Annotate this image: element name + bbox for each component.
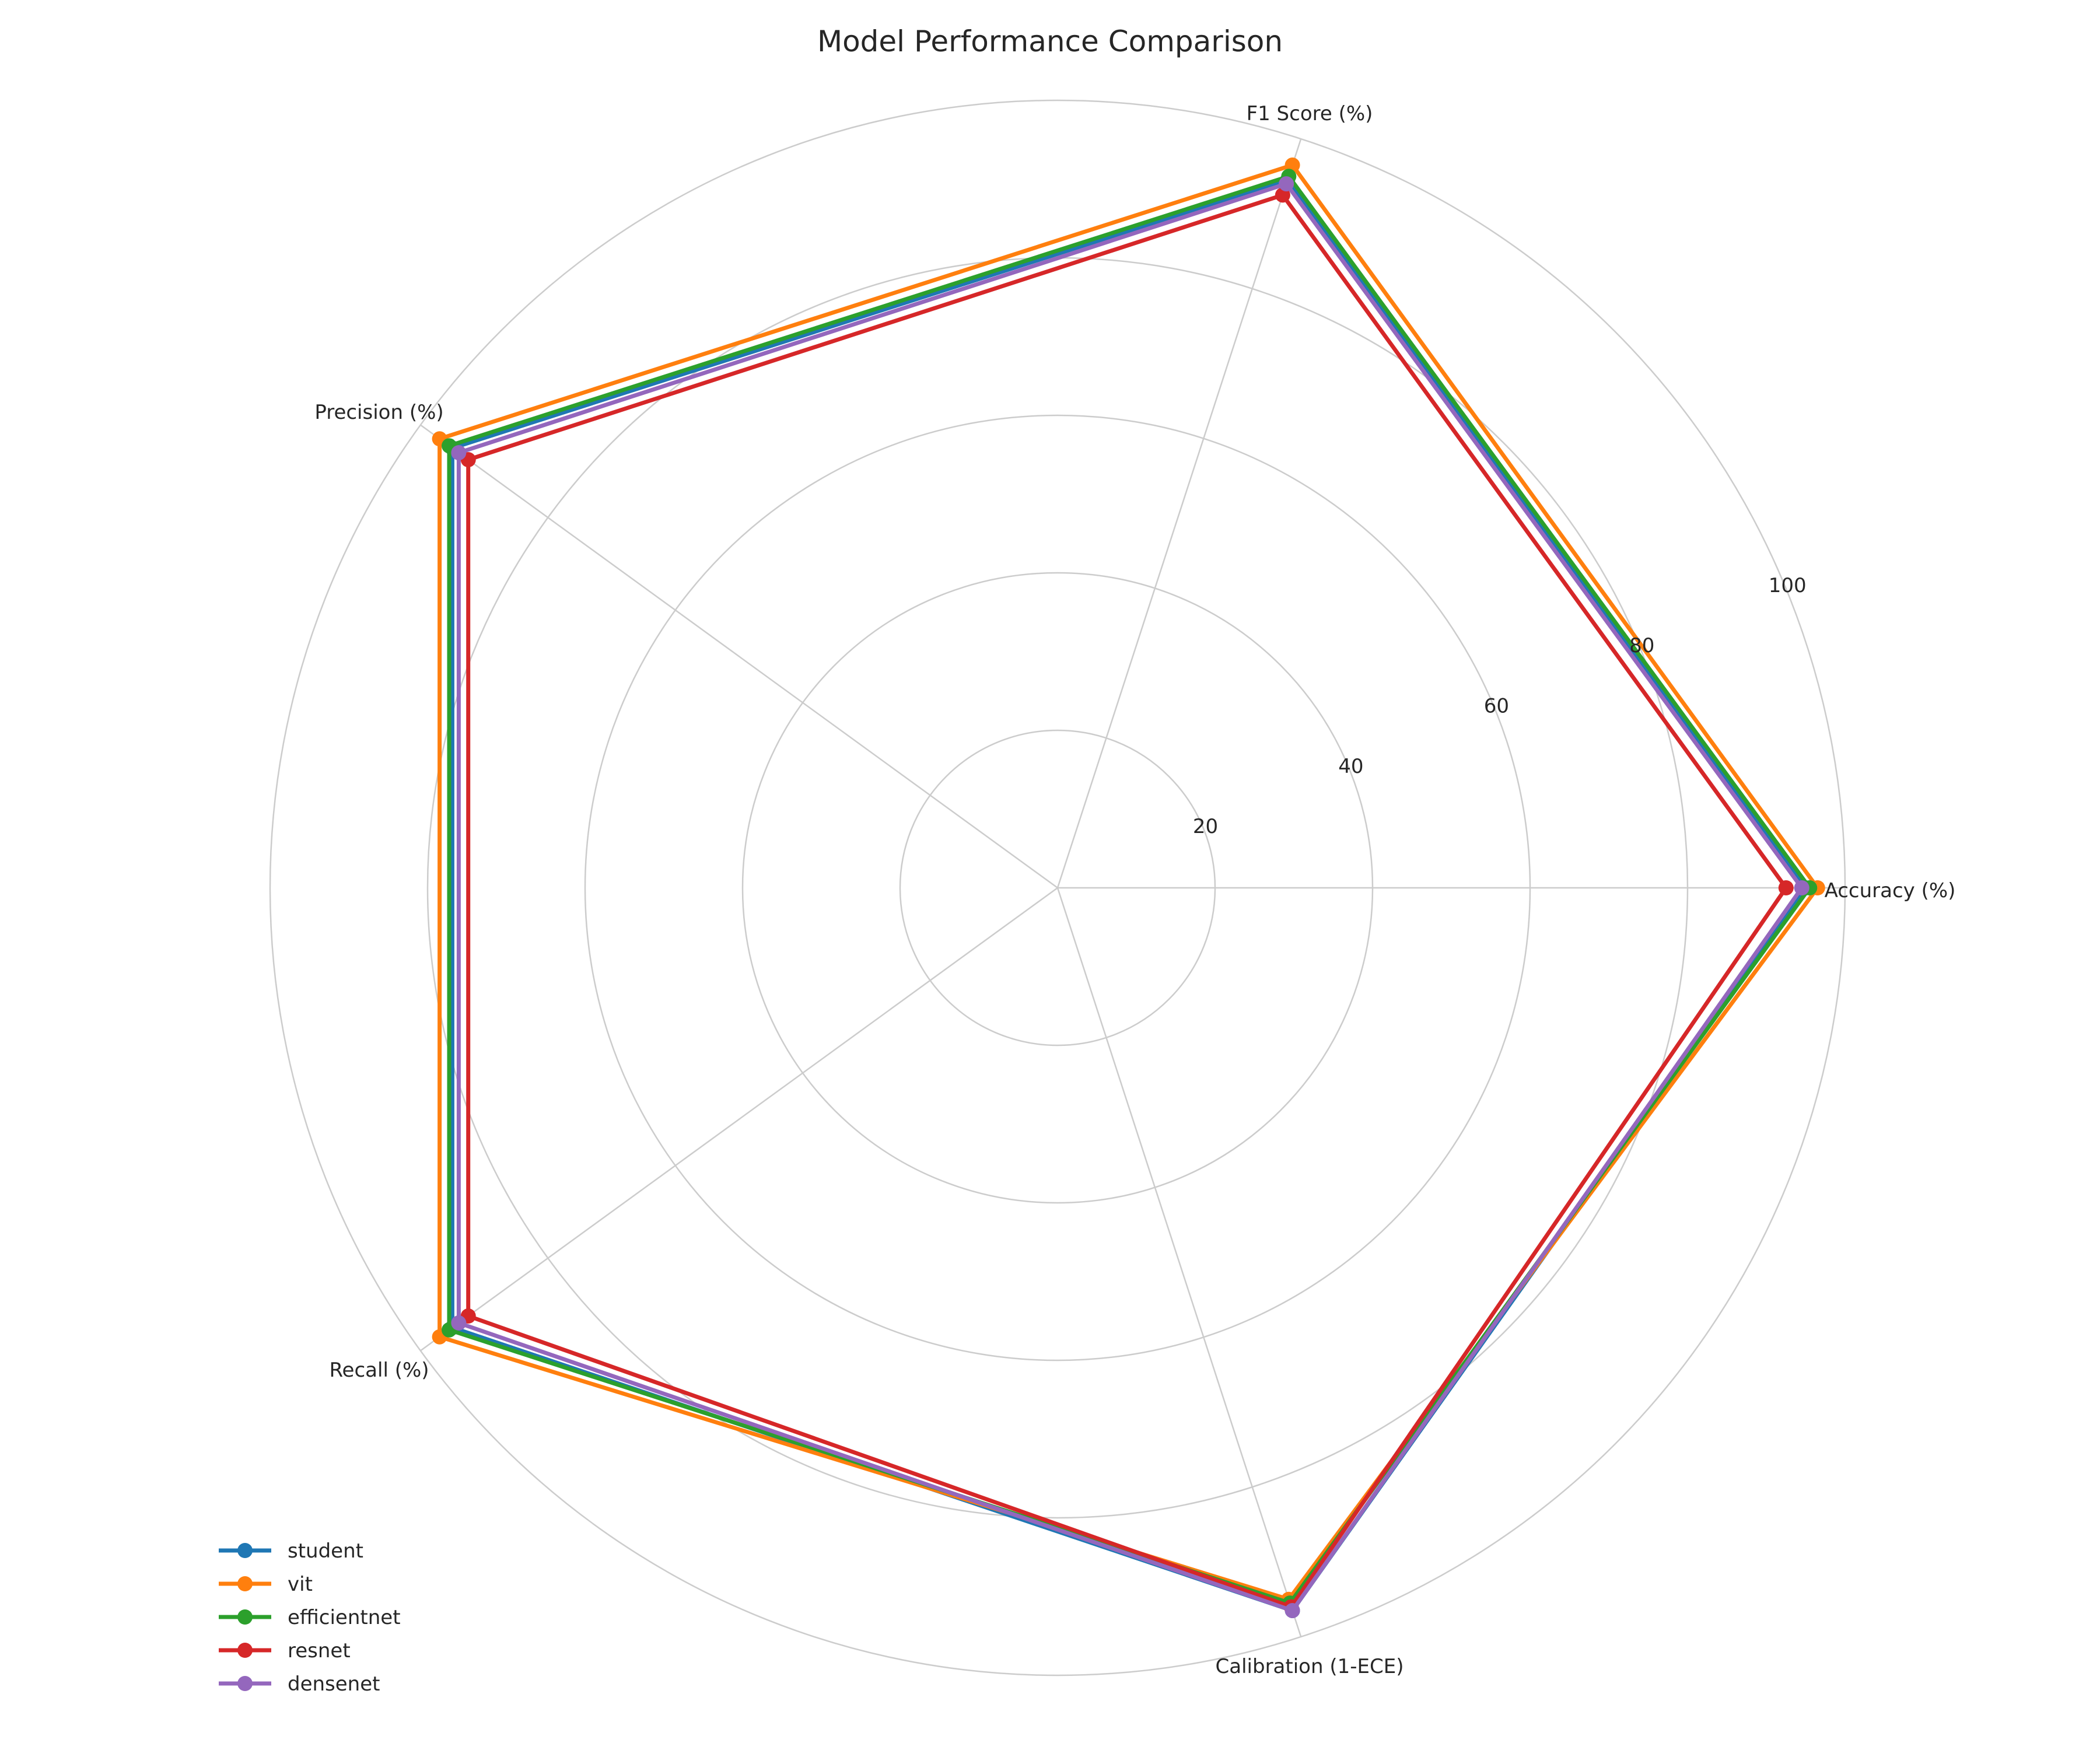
legend-item: student xyxy=(219,1539,363,1563)
legend-label: vit xyxy=(288,1573,313,1596)
axis-labels: Accuracy (%) F1 Score (%) Precision (%) Rec… xyxy=(314,102,1955,1678)
chart-title: Model Performance Comparison xyxy=(817,24,1283,58)
legend-item: vit xyxy=(219,1573,313,1596)
axis-label: Recall (%) xyxy=(329,1359,429,1382)
legend-item: densenet xyxy=(219,1672,380,1696)
axis-spoke xyxy=(1056,138,1302,888)
legend-label: student xyxy=(288,1539,363,1563)
series-densenet xyxy=(451,176,1810,1618)
radial-tick-label: 100 xyxy=(1769,574,1807,597)
data-point xyxy=(1794,880,1810,895)
axis-spoke xyxy=(420,424,1058,889)
data-point xyxy=(451,1315,467,1331)
legend-item: resnet xyxy=(219,1639,351,1662)
data-point xyxy=(451,445,467,461)
data-point xyxy=(1284,1602,1300,1618)
axis-label: Precision (%) xyxy=(314,401,443,424)
series-line xyxy=(466,192,1788,1609)
axis-spoke xyxy=(1056,887,1302,1637)
axis-spoke xyxy=(420,887,1058,1352)
radial-tick-label: 80 xyxy=(1629,634,1654,657)
radial-tick-label: 40 xyxy=(1338,755,1363,778)
legend-marker xyxy=(237,1576,253,1591)
legend-marker xyxy=(237,1609,253,1625)
axis-label: Calibration (1-ECE) xyxy=(1216,1655,1404,1678)
legend-marker xyxy=(237,1643,253,1658)
legend: student vit efficientnet resnet densenet xyxy=(219,1539,401,1696)
axis-label: F1 Score (%) xyxy=(1247,102,1373,125)
legend-label: densenet xyxy=(288,1672,380,1696)
legend-marker xyxy=(237,1676,253,1691)
data-point xyxy=(1279,176,1294,192)
radial-tick-label: 20 xyxy=(1193,815,1218,838)
legend-label: resnet xyxy=(288,1639,351,1662)
series-layer xyxy=(432,158,1825,1618)
legend-label: efficientnet xyxy=(288,1606,401,1629)
polar-grid xyxy=(269,99,1846,1676)
radial-tick-label: 60 xyxy=(1484,695,1509,718)
series-line xyxy=(456,181,1804,1613)
legend-marker xyxy=(237,1543,253,1558)
axis-label: Accuracy (%) xyxy=(1825,879,1956,902)
data-point xyxy=(1778,880,1794,895)
radial-tick-labels: 20 40 60 80 100 xyxy=(1193,574,1807,838)
legend-item: efficientnet xyxy=(219,1606,401,1629)
